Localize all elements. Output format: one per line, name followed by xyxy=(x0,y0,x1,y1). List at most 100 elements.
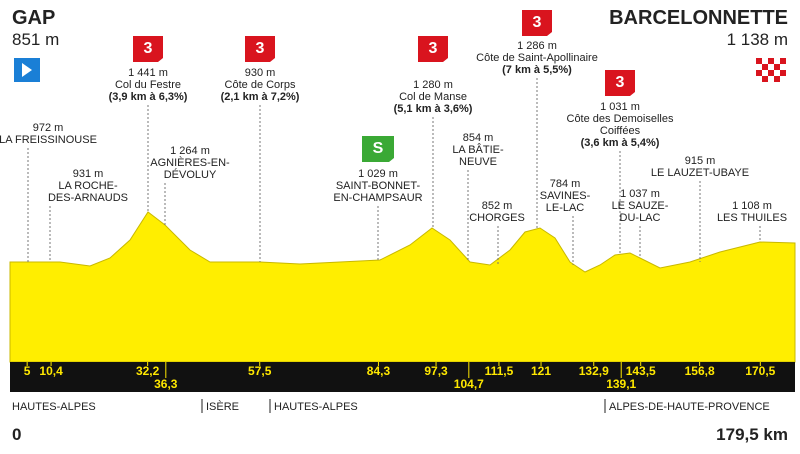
flag-square xyxy=(756,76,762,82)
flag-square xyxy=(768,76,774,82)
flag-square xyxy=(756,58,762,64)
climb-detail: (5,1 km à 3,6%) xyxy=(394,103,473,115)
sprint-icon-label: S xyxy=(373,140,384,157)
km-band xyxy=(10,362,795,392)
flag-square xyxy=(762,76,768,82)
waypoint-name: LA BÂTIE- xyxy=(452,143,504,156)
climb-detail: (7 km à 5,5%) xyxy=(502,64,572,76)
distance-total: 179,5 km xyxy=(716,425,788,444)
sprint-icon xyxy=(362,136,394,162)
distance-start: 0 xyxy=(12,425,21,444)
waypoint-altitude: 972 m xyxy=(33,122,64,134)
waypoint-name: SAVINES- xyxy=(540,190,591,202)
climb-altitude: 1 441 m xyxy=(128,67,168,79)
km-label: 32,2 xyxy=(136,364,160,378)
waypoint-altitude: 784 m xyxy=(550,178,581,190)
finish-name: BARCELONNETTE xyxy=(609,7,788,29)
km-label: 121 xyxy=(531,364,551,378)
km-label: 10,4 xyxy=(39,364,63,378)
waypoint-altitude: 1 108 m xyxy=(732,200,772,212)
flag-square xyxy=(774,64,780,70)
climb-name: Coiffées xyxy=(600,125,641,137)
flag-square xyxy=(780,58,786,64)
climb-icon xyxy=(245,36,275,62)
climb-category: 3 xyxy=(144,40,153,57)
flag-square xyxy=(780,76,786,82)
climb-category: 3 xyxy=(429,40,438,57)
region: HAUTES-ALPES xyxy=(274,401,358,413)
climb-icon xyxy=(605,70,635,96)
flag-square xyxy=(762,64,768,70)
waypoint-name: LE-LAC xyxy=(546,202,585,214)
climb-icon xyxy=(133,36,163,62)
km-label: 36,3 xyxy=(154,377,178,391)
climb-name: Côte des Demoiselles xyxy=(567,113,674,125)
start-altitude: 851 m xyxy=(12,30,59,49)
waypoint-name: LE SAUZE- xyxy=(612,200,669,212)
sprint-altitude: 1 029 m xyxy=(358,168,398,180)
flag-square xyxy=(762,58,768,64)
start-flag-arrow xyxy=(22,63,32,77)
flag-square xyxy=(780,70,786,76)
km-label: 143,5 xyxy=(626,364,656,378)
waypoint-name: AGNIÈRES-EN- xyxy=(150,156,230,169)
km-label: 170,5 xyxy=(745,364,775,378)
climb-name: Col de Manse xyxy=(399,91,467,103)
region: ALPES-DE-HAUTE-PROVENCE xyxy=(609,401,770,413)
km-label: 5 xyxy=(24,364,31,378)
flag-square xyxy=(762,70,768,76)
climb-detail: (2,1 km à 7,2%) xyxy=(221,91,300,103)
flag-square xyxy=(774,58,780,64)
climb-altitude: 1 031 m xyxy=(600,101,640,113)
flag-square xyxy=(768,64,774,70)
waypoint-altitude: 852 m xyxy=(482,200,513,212)
waypoint-altitude: 915 m xyxy=(685,155,716,167)
waypoint-name: CHORGES xyxy=(469,212,525,224)
km-label: 156,8 xyxy=(685,364,715,378)
km-label: 111,5 xyxy=(485,364,514,378)
region: HAUTES-ALPES xyxy=(12,401,96,413)
flag-square xyxy=(774,70,780,76)
sprint-name: SAINT-BONNET- xyxy=(336,180,421,192)
waypoint-name: NEUVE xyxy=(459,156,497,168)
sprint-name: EN-CHAMPSAUR xyxy=(333,192,422,204)
waypoint-name: LES THUILES xyxy=(717,212,787,224)
km-label: 139,1 xyxy=(606,377,636,391)
waypoint-name: DES-ARNAUDS xyxy=(48,192,128,204)
waypoint-altitude: 1 264 m xyxy=(170,145,210,157)
climb-name: Côte de Saint-Apollinaire xyxy=(476,52,598,64)
climb-altitude: 1 280 m xyxy=(413,79,453,91)
waypoint-altitude: 854 m xyxy=(463,132,494,144)
km-label: 97,3 xyxy=(424,364,448,378)
climb-detail: (3,9 km à 6,3%) xyxy=(109,91,188,103)
climb-detail: (3,6 km à 5,4%) xyxy=(581,137,660,149)
start-name: GAP xyxy=(12,7,55,29)
climb-category: 3 xyxy=(256,40,265,57)
flag-square xyxy=(768,58,774,64)
flag-square xyxy=(774,76,780,82)
flag-square xyxy=(756,64,762,70)
region: ISÈRE xyxy=(206,400,239,413)
waypoint-name: LA ROCHE- xyxy=(58,180,118,192)
waypoint-name: LE LAUZET-UBAYE xyxy=(651,167,749,179)
flag-square xyxy=(756,70,762,76)
waypoint-altitude: 931 m xyxy=(73,168,104,180)
climb-category: 3 xyxy=(616,74,625,91)
waypoint-altitude: 1 037 m xyxy=(620,188,660,200)
climb-name: Col du Festre xyxy=(115,79,181,91)
finish-flag xyxy=(756,58,786,82)
climb-category: 3 xyxy=(533,14,542,31)
climb-icon xyxy=(522,10,552,36)
elevation-profile xyxy=(9,211,796,363)
finish-altitude: 1 138 m xyxy=(727,30,788,49)
climb-altitude: 930 m xyxy=(245,67,276,79)
waypoint-name: DÉVOLUY xyxy=(164,168,217,181)
km-label: 104,7 xyxy=(454,377,484,391)
waypoint-name: DU-LAC xyxy=(620,212,661,224)
km-label: 132,9 xyxy=(579,364,609,378)
flag-square xyxy=(768,70,774,76)
climb-altitude: 1 286 m xyxy=(517,40,557,52)
km-label: 84,3 xyxy=(367,364,391,378)
flag-square xyxy=(780,64,786,70)
